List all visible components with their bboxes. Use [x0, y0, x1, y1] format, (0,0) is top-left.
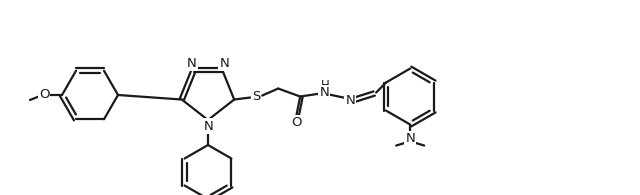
Text: N: N	[319, 86, 329, 99]
Text: N: N	[220, 57, 229, 70]
Text: N: N	[204, 120, 214, 132]
Text: N: N	[346, 94, 355, 107]
Text: N: N	[405, 132, 415, 145]
Text: H: H	[321, 79, 330, 92]
Text: N: N	[187, 57, 196, 70]
Text: O: O	[39, 89, 49, 102]
Text: O: O	[291, 116, 301, 129]
Text: S: S	[252, 90, 260, 103]
